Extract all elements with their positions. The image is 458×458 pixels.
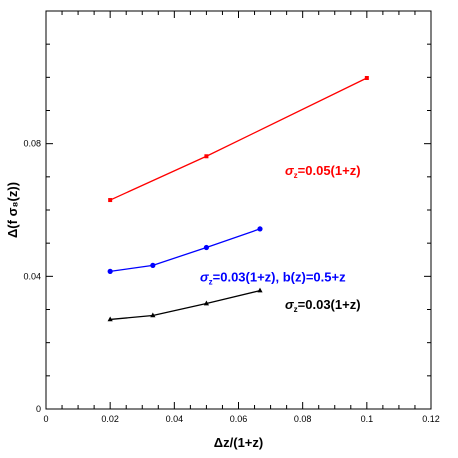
- x-tick-label: 0.08: [294, 414, 312, 424]
- x-tick-label: 0.12: [422, 414, 440, 424]
- x-tick-label: 0.02: [101, 414, 119, 424]
- x-tick-label: 0.1: [361, 414, 374, 424]
- data-point-circle: [150, 262, 156, 268]
- data-point-triangle: [150, 312, 156, 318]
- data-point-triangle: [203, 300, 210, 306]
- data-point-circle: [257, 226, 263, 232]
- data-point-square: [108, 198, 113, 203]
- data-point-circle: [107, 268, 113, 274]
- y-tick-label: 0.08: [23, 139, 41, 149]
- y-tick-label: 0: [36, 404, 41, 414]
- y-axis-label: Δ(f σ₈(z)): [5, 182, 20, 238]
- series-annotation: σz=0.03(1+z), b(z)=0.5+z: [200, 269, 346, 286]
- series-line: [109, 77, 368, 201]
- series-annotation: σz=0.05(1+z): [285, 163, 361, 180]
- plot-frame: [45, 10, 432, 410]
- data-point-square: [364, 75, 369, 80]
- series-annotations: σz=0.05(1+z) σz=0.03(1+z), b(z)=0.5+z σz=0…: [200, 163, 361, 314]
- data-point-circle: [203, 244, 210, 251]
- data-point-triangle: [107, 316, 113, 322]
- series-line: [110, 228, 261, 273]
- axis-ticks: [45, 10, 432, 410]
- data-point-triangle: [257, 287, 263, 293]
- y-tick-label: 0.04: [23, 271, 41, 281]
- series-line: [110, 289, 261, 321]
- data-series: [107, 75, 369, 322]
- axis-tick-labels: 0 0.02 0.04 0.06 0.08 0.1 0.12 0 0.04 0.08: [23, 139, 439, 424]
- x-tick-label: 0: [43, 414, 48, 424]
- x-axis-label: Δz/(1+z): [214, 435, 263, 450]
- series-annotation: σz=0.03(1+z): [285, 297, 361, 314]
- x-tick-label: 0.06: [230, 414, 248, 424]
- x-tick-label: 0.04: [166, 414, 184, 424]
- data-point-square: [204, 154, 209, 159]
